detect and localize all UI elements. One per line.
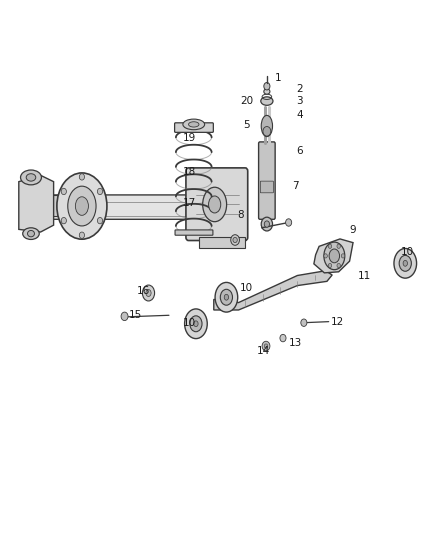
Ellipse shape bbox=[190, 316, 202, 332]
Ellipse shape bbox=[264, 89, 270, 94]
Circle shape bbox=[301, 319, 307, 326]
Text: 7: 7 bbox=[292, 181, 299, 191]
FancyBboxPatch shape bbox=[175, 123, 213, 132]
Polygon shape bbox=[19, 175, 53, 232]
Ellipse shape bbox=[68, 186, 96, 226]
Ellipse shape bbox=[329, 249, 339, 263]
Circle shape bbox=[79, 232, 85, 238]
Ellipse shape bbox=[403, 261, 407, 266]
Circle shape bbox=[324, 254, 327, 258]
Circle shape bbox=[280, 334, 286, 342]
Text: 20: 20 bbox=[240, 96, 253, 106]
Ellipse shape bbox=[263, 126, 271, 136]
Text: 2: 2 bbox=[297, 84, 303, 94]
Ellipse shape bbox=[261, 115, 272, 136]
FancyBboxPatch shape bbox=[186, 168, 248, 240]
FancyBboxPatch shape bbox=[175, 230, 213, 235]
Circle shape bbox=[261, 217, 272, 231]
Polygon shape bbox=[41, 195, 71, 216]
Ellipse shape bbox=[394, 248, 417, 278]
Circle shape bbox=[97, 217, 102, 224]
Circle shape bbox=[231, 235, 240, 245]
Text: 9: 9 bbox=[350, 225, 356, 236]
Ellipse shape bbox=[208, 196, 221, 213]
Text: 3: 3 bbox=[297, 96, 303, 106]
Text: 1: 1 bbox=[275, 73, 281, 83]
Text: 18: 18 bbox=[184, 167, 197, 177]
Circle shape bbox=[286, 219, 292, 226]
Circle shape bbox=[233, 237, 237, 243]
Circle shape bbox=[341, 254, 345, 258]
Circle shape bbox=[264, 83, 270, 90]
FancyBboxPatch shape bbox=[24, 195, 216, 219]
Text: 8: 8 bbox=[238, 209, 244, 220]
Circle shape bbox=[97, 188, 102, 195]
Text: 11: 11 bbox=[358, 271, 371, 281]
FancyBboxPatch shape bbox=[258, 142, 275, 219]
Ellipse shape bbox=[215, 282, 238, 312]
Text: 14: 14 bbox=[257, 346, 271, 357]
Circle shape bbox=[61, 188, 67, 195]
Ellipse shape bbox=[188, 122, 199, 127]
Ellipse shape bbox=[324, 242, 345, 270]
Ellipse shape bbox=[28, 230, 35, 237]
Ellipse shape bbox=[21, 170, 42, 185]
FancyBboxPatch shape bbox=[260, 181, 273, 193]
Text: 13: 13 bbox=[289, 338, 302, 348]
Ellipse shape bbox=[146, 289, 151, 296]
Text: 16: 16 bbox=[137, 286, 150, 296]
Text: 19: 19 bbox=[184, 133, 197, 143]
Polygon shape bbox=[214, 271, 332, 310]
Ellipse shape bbox=[399, 255, 411, 271]
Ellipse shape bbox=[57, 173, 107, 239]
Text: 15: 15 bbox=[128, 310, 142, 320]
Ellipse shape bbox=[142, 285, 155, 301]
Text: 5: 5 bbox=[244, 120, 250, 131]
Text: 17: 17 bbox=[184, 198, 197, 208]
Circle shape bbox=[337, 244, 340, 248]
Ellipse shape bbox=[224, 294, 229, 300]
Ellipse shape bbox=[23, 228, 39, 239]
Polygon shape bbox=[314, 239, 353, 273]
Circle shape bbox=[121, 312, 128, 320]
Circle shape bbox=[79, 174, 85, 180]
Circle shape bbox=[337, 263, 340, 268]
Ellipse shape bbox=[194, 321, 198, 327]
Ellipse shape bbox=[261, 97, 273, 106]
Ellipse shape bbox=[203, 187, 226, 222]
Circle shape bbox=[262, 341, 270, 351]
Polygon shape bbox=[199, 237, 245, 248]
Ellipse shape bbox=[26, 174, 36, 181]
Ellipse shape bbox=[220, 289, 233, 305]
Text: 10: 10 bbox=[184, 318, 196, 328]
Circle shape bbox=[264, 221, 269, 227]
Text: 4: 4 bbox=[297, 110, 303, 120]
Text: 6: 6 bbox=[297, 146, 303, 156]
Circle shape bbox=[61, 217, 67, 224]
Text: 12: 12 bbox=[331, 317, 345, 327]
Ellipse shape bbox=[183, 119, 205, 130]
Circle shape bbox=[328, 263, 332, 268]
Circle shape bbox=[264, 344, 268, 348]
Ellipse shape bbox=[75, 197, 88, 215]
Text: 10: 10 bbox=[240, 282, 253, 293]
Circle shape bbox=[328, 244, 332, 248]
Ellipse shape bbox=[185, 309, 207, 338]
Text: 10: 10 bbox=[401, 247, 414, 257]
